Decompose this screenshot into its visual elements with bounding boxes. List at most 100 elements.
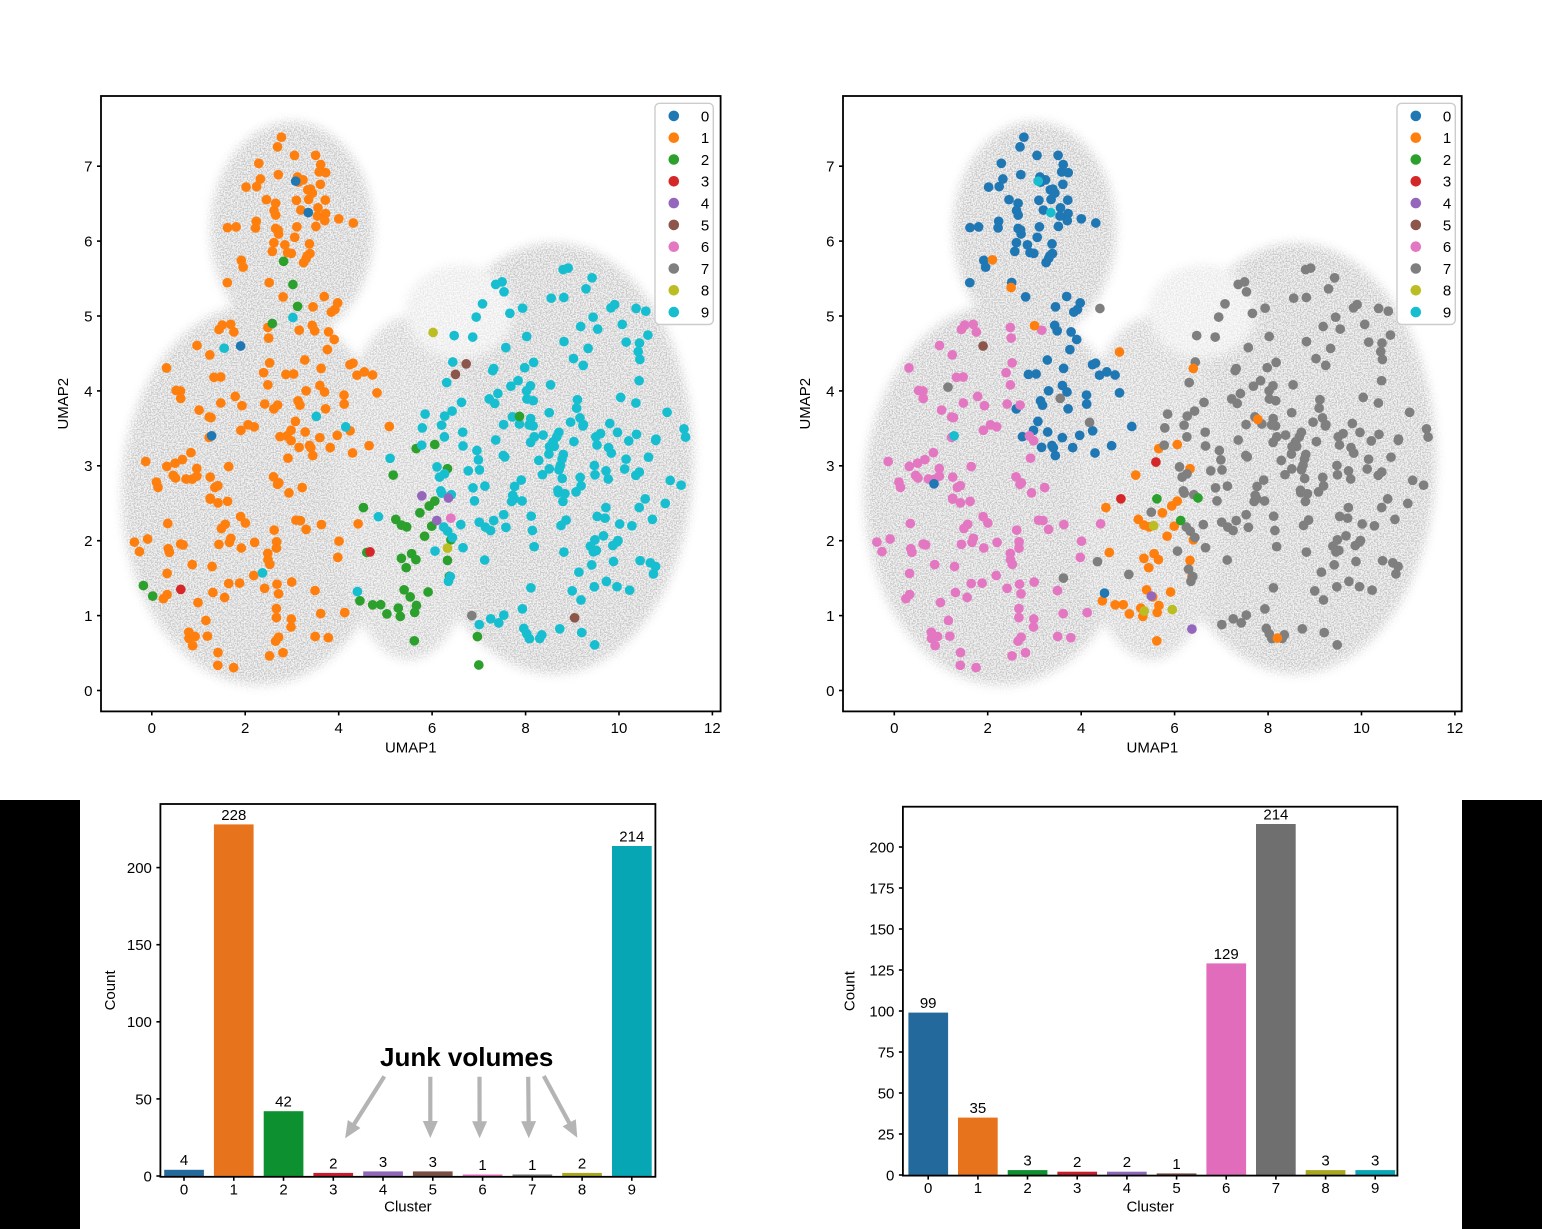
- svg-text:5: 5: [1443, 217, 1451, 234]
- svg-text:8: 8: [1264, 720, 1272, 737]
- svg-text:Junk volumes: Junk volumes: [380, 1042, 553, 1072]
- svg-text:4: 4: [826, 383, 834, 400]
- svg-text:100: 100: [869, 1003, 894, 1020]
- svg-text:4: 4: [379, 1181, 387, 1198]
- svg-text:Cluster: Cluster: [1126, 1198, 1174, 1215]
- svg-text:9: 9: [1371, 1180, 1379, 1197]
- svg-text:1: 1: [701, 130, 709, 147]
- svg-text:0: 0: [924, 1180, 932, 1197]
- svg-text:6: 6: [428, 720, 436, 737]
- svg-text:6: 6: [84, 234, 92, 251]
- svg-text:1: 1: [230, 1181, 238, 1198]
- svg-text:5: 5: [84, 308, 92, 325]
- svg-text:6: 6: [1443, 239, 1451, 256]
- svg-text:7: 7: [1272, 1180, 1280, 1197]
- svg-text:7: 7: [84, 159, 92, 176]
- svg-text:42: 42: [275, 1094, 292, 1111]
- svg-text:4: 4: [84, 383, 92, 400]
- svg-text:0: 0: [886, 1167, 894, 1184]
- svg-text:35: 35: [970, 1100, 987, 1117]
- svg-text:UMAP1: UMAP1: [1127, 740, 1179, 757]
- svg-text:75: 75: [878, 1044, 895, 1061]
- svg-text:1: 1: [1172, 1156, 1180, 1173]
- svg-text:50: 50: [878, 1085, 895, 1102]
- svg-text:5: 5: [1172, 1180, 1180, 1197]
- svg-text:4: 4: [335, 720, 343, 737]
- svg-text:Count: Count: [102, 970, 119, 1011]
- svg-text:3: 3: [1023, 1153, 1031, 1170]
- svg-text:200: 200: [869, 839, 894, 856]
- svg-text:UMAP1: UMAP1: [385, 740, 437, 757]
- svg-text:1: 1: [826, 608, 834, 625]
- svg-text:0: 0: [826, 683, 834, 700]
- svg-text:150: 150: [869, 921, 894, 938]
- svg-text:228: 228: [221, 807, 246, 824]
- svg-text:3: 3: [429, 1154, 437, 1171]
- svg-text:5: 5: [429, 1181, 437, 1198]
- svg-text:100: 100: [127, 1014, 152, 1031]
- svg-text:5: 5: [826, 308, 834, 325]
- svg-text:0: 0: [148, 720, 156, 737]
- svg-text:2: 2: [241, 720, 249, 737]
- svg-text:1: 1: [528, 1157, 536, 1174]
- svg-text:2: 2: [84, 533, 92, 550]
- svg-text:50: 50: [135, 1091, 152, 1108]
- svg-text:9: 9: [701, 305, 709, 322]
- svg-text:3: 3: [701, 174, 709, 191]
- svg-text:4: 4: [701, 196, 709, 213]
- svg-text:UMAP2: UMAP2: [55, 378, 72, 430]
- svg-text:2: 2: [1023, 1180, 1031, 1197]
- svg-text:7: 7: [826, 159, 834, 176]
- svg-text:4: 4: [180, 1152, 188, 1169]
- svg-text:3: 3: [329, 1181, 337, 1198]
- svg-text:6: 6: [1170, 720, 1178, 737]
- svg-text:2: 2: [329, 1155, 337, 1172]
- svg-text:0: 0: [890, 720, 898, 737]
- svg-text:214: 214: [619, 828, 644, 845]
- svg-text:2: 2: [1443, 152, 1451, 169]
- svg-text:1: 1: [84, 608, 92, 625]
- svg-text:8: 8: [578, 1181, 586, 1198]
- svg-text:2: 2: [826, 533, 834, 550]
- svg-text:3: 3: [84, 458, 92, 475]
- svg-text:UMAP2: UMAP2: [797, 378, 814, 430]
- svg-text:3: 3: [1443, 174, 1451, 191]
- svg-text:4: 4: [1123, 1180, 1131, 1197]
- svg-text:10: 10: [1353, 720, 1370, 737]
- svg-text:2: 2: [1073, 1154, 1081, 1171]
- svg-text:6: 6: [826, 234, 834, 251]
- svg-text:129: 129: [1214, 946, 1239, 963]
- svg-text:0: 0: [144, 1168, 152, 1185]
- svg-text:175: 175: [869, 880, 894, 897]
- svg-text:2: 2: [1123, 1154, 1131, 1171]
- svg-text:2: 2: [578, 1155, 586, 1172]
- svg-text:8: 8: [701, 283, 709, 300]
- svg-text:0: 0: [84, 683, 92, 700]
- svg-text:Count: Count: [842, 970, 859, 1011]
- svg-text:25: 25: [878, 1126, 895, 1143]
- svg-text:1: 1: [1443, 130, 1451, 147]
- svg-text:125: 125: [869, 962, 894, 979]
- svg-text:3: 3: [1371, 1153, 1379, 1170]
- svg-text:5: 5: [701, 217, 709, 234]
- svg-text:8: 8: [1443, 283, 1451, 300]
- svg-text:7: 7: [701, 261, 709, 278]
- svg-text:2: 2: [984, 720, 992, 737]
- svg-text:7: 7: [1443, 261, 1451, 278]
- svg-text:4: 4: [1443, 196, 1451, 213]
- svg-text:2: 2: [279, 1181, 287, 1198]
- svg-text:3: 3: [826, 458, 834, 475]
- svg-text:3: 3: [1321, 1153, 1329, 1170]
- svg-text:200: 200: [127, 860, 152, 877]
- svg-text:8: 8: [1321, 1180, 1329, 1197]
- svg-text:10: 10: [611, 720, 628, 737]
- svg-text:0: 0: [180, 1181, 188, 1198]
- svg-text:4: 4: [1077, 720, 1085, 737]
- svg-text:2: 2: [701, 152, 709, 169]
- svg-text:99: 99: [920, 995, 937, 1012]
- svg-text:214: 214: [1263, 806, 1288, 823]
- svg-text:0: 0: [1443, 108, 1451, 125]
- svg-text:150: 150: [127, 937, 152, 954]
- svg-text:6: 6: [1222, 1180, 1230, 1197]
- svg-text:6: 6: [701, 239, 709, 256]
